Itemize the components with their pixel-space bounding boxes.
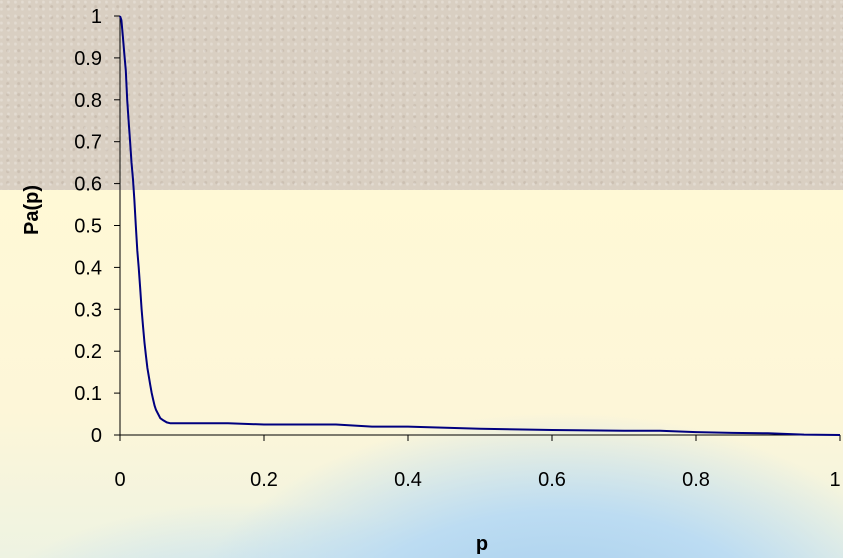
y-tick-label: 0.5 <box>74 216 102 238</box>
x-tick-label: 0.6 <box>538 469 566 491</box>
y-tick-label: 0.6 <box>74 174 102 196</box>
series-group <box>119 15 841 436</box>
series-line <box>119 15 841 436</box>
y-tick-label: 0.3 <box>74 299 102 321</box>
y-axis-title: Pa(p) <box>21 185 43 235</box>
y-tick-label: 0.2 <box>74 341 102 363</box>
y-tick-label: 0 <box>91 425 102 447</box>
y-tick-label: 0.8 <box>74 90 102 112</box>
x-tick-label: 1 <box>829 469 840 491</box>
background-bottom <box>0 190 843 558</box>
x-ticks: 0 0.2 0.4 0.6 0.8 1 <box>114 435 841 491</box>
y-tick-label: 1 <box>91 6 102 28</box>
x-tick-label: 0.8 <box>682 469 710 491</box>
y-tick-label: 0.4 <box>74 257 102 279</box>
y-tick-label: 0.9 <box>74 48 102 70</box>
x-axis-title: p <box>476 533 488 555</box>
x-tick-label: 0 <box>114 469 125 491</box>
y-ticks: 0 0.1 0.2 0.3 0.4 0.5 0.6 0.7 0.8 0.9 1 <box>74 6 120 447</box>
x-tick-label: 0.2 <box>250 469 278 491</box>
x-tick-label: 0.4 <box>394 469 422 491</box>
y-tick-label: 0.1 <box>74 383 102 405</box>
y-tick-label: 0.7 <box>74 132 102 154</box>
background-top <box>0 0 843 190</box>
